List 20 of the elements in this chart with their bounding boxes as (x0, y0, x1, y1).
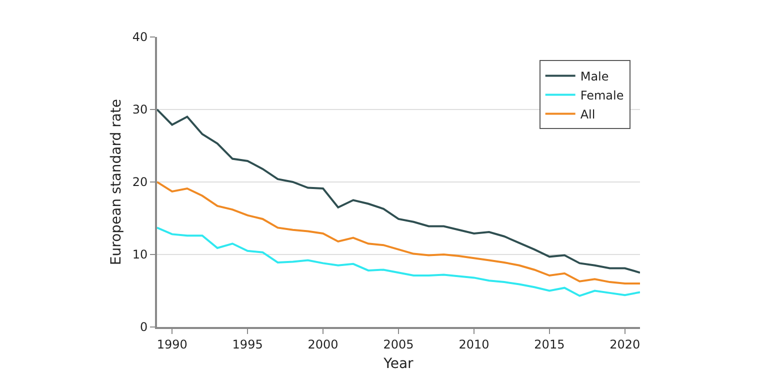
x-axis-title: Year (382, 356, 414, 372)
y-tick-label: 20 (132, 175, 148, 190)
legend-label: All (580, 107, 596, 122)
y-tick-label: 10 (132, 248, 148, 262)
line-series (157, 108, 640, 274)
line-series (157, 181, 640, 284)
x-tick-label: 1990 (156, 337, 188, 352)
legend-label: Male (580, 69, 609, 84)
y-tick-label: 0 (140, 320, 148, 334)
x-tick-label: 2015 (534, 337, 565, 352)
y-axis-title: European standard rate (108, 98, 124, 266)
y-tick-label: 30 (132, 102, 148, 117)
x-tick-label: 2010 (458, 337, 490, 352)
x-tick-label: 2005 (383, 337, 414, 352)
x-tick-label: 2000 (308, 337, 338, 352)
y-tick-label: 40 (132, 30, 148, 44)
line-series (157, 226, 640, 297)
x-tick-label: 1995 (232, 337, 263, 352)
legend-label: Female (580, 88, 624, 102)
x-tick-label: 2020 (610, 337, 640, 352)
